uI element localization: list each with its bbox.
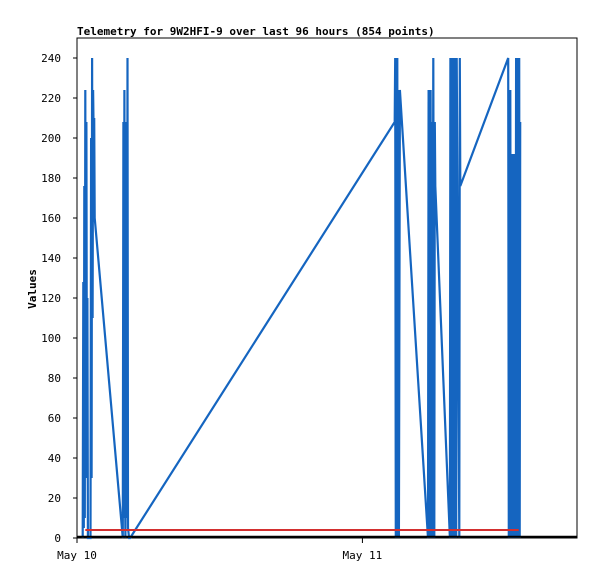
y-tick-label: 100 [41,332,61,345]
y-tick-label: 60 [48,412,61,425]
series-line-0 [81,57,522,540]
chart-title: Telemetry for 9W2HFI-9 over last 96 hour… [77,25,435,38]
series-layer [77,57,577,540]
y-tick-label: 40 [48,452,61,465]
y-axis: 0 20 40 60 80 100 120 140 160 180 200 220 240 [41,52,77,545]
y-tick-label: 240 [41,52,61,65]
y-tick-label: 220 [41,92,61,105]
y-tick-label: 20 [48,492,61,505]
y-tick-label: 80 [48,372,61,385]
x-tick-label: May 10 [57,549,97,562]
x-axis: May 10 May 11 [57,538,382,562]
y-tick-label: 160 [41,212,61,225]
plot-frame [76,37,578,539]
y-tick-label: 0 [54,532,61,545]
y-tick-label: 200 [41,132,61,145]
y-tick-label: 120 [41,292,61,305]
y-axis-label: Values [26,269,39,309]
y-tick-label: 140 [41,252,61,265]
x-tick-label: May 11 [343,549,383,562]
y-tick-label: 180 [41,172,61,185]
